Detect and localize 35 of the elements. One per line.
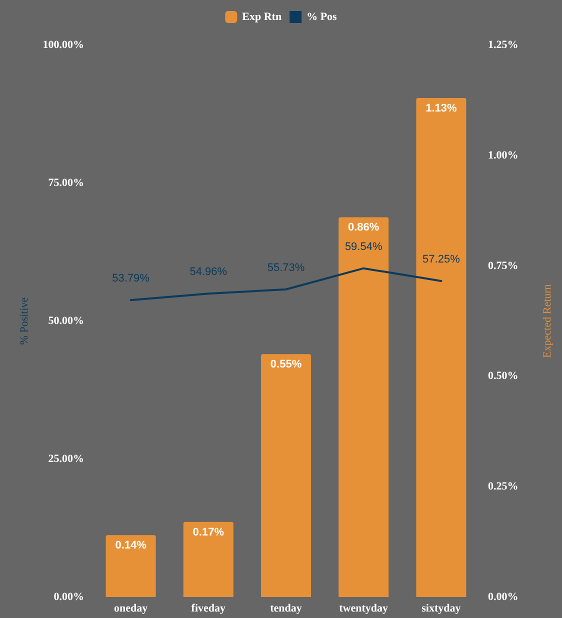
y-tick-label: 0.00% bbox=[54, 591, 84, 603]
bar bbox=[261, 354, 311, 597]
y-tick-label: 100.00% bbox=[42, 39, 84, 51]
y2-tick-label: 1.00% bbox=[488, 149, 518, 162]
data-label: 0.55% bbox=[270, 358, 302, 371]
data-label: 57.25% bbox=[422, 253, 460, 266]
data-label: 1.13% bbox=[426, 102, 458, 114]
x-tick-label: fiveday bbox=[191, 602, 226, 614]
data-label: 0.86% bbox=[348, 222, 380, 234]
data-label: 59.54% bbox=[344, 240, 382, 253]
x-tick-label: sixtyday bbox=[422, 602, 462, 614]
y2-tick-label: 0.50% bbox=[488, 370, 518, 382]
data-label: 0.14% bbox=[115, 540, 147, 552]
data-label: 54.96% bbox=[190, 266, 228, 278]
data-label: 53.79% bbox=[112, 272, 150, 285]
x-tick-label: tenday bbox=[270, 602, 302, 614]
y2-axis-title: Expected Return bbox=[542, 284, 554, 358]
data-label: 55.73% bbox=[267, 262, 305, 274]
bar bbox=[106, 535, 156, 597]
data-label: 0.17% bbox=[192, 526, 224, 538]
y2-tick-label: 0.00% bbox=[488, 591, 518, 603]
legend-label: % Pos bbox=[306, 11, 338, 23]
y2-tick-label: 0.25% bbox=[488, 480, 518, 493]
y-axis-title: % Positive bbox=[18, 297, 30, 345]
legend-label: Exp Rtn bbox=[242, 11, 282, 23]
y2-tick-label: 1.25% bbox=[488, 39, 518, 51]
y-tick-label: 25.00% bbox=[48, 453, 84, 465]
x-tick-label: twentyday bbox=[339, 602, 389, 614]
bar bbox=[416, 98, 466, 597]
y2-tick-label: 0.75% bbox=[488, 260, 518, 272]
y-tick-label: 75.00% bbox=[48, 177, 84, 189]
bar bbox=[338, 217, 389, 597]
y-tick-label: 50.00% bbox=[48, 315, 84, 327]
x-tick-label: oneday bbox=[114, 602, 148, 614]
bar bbox=[183, 522, 234, 597]
